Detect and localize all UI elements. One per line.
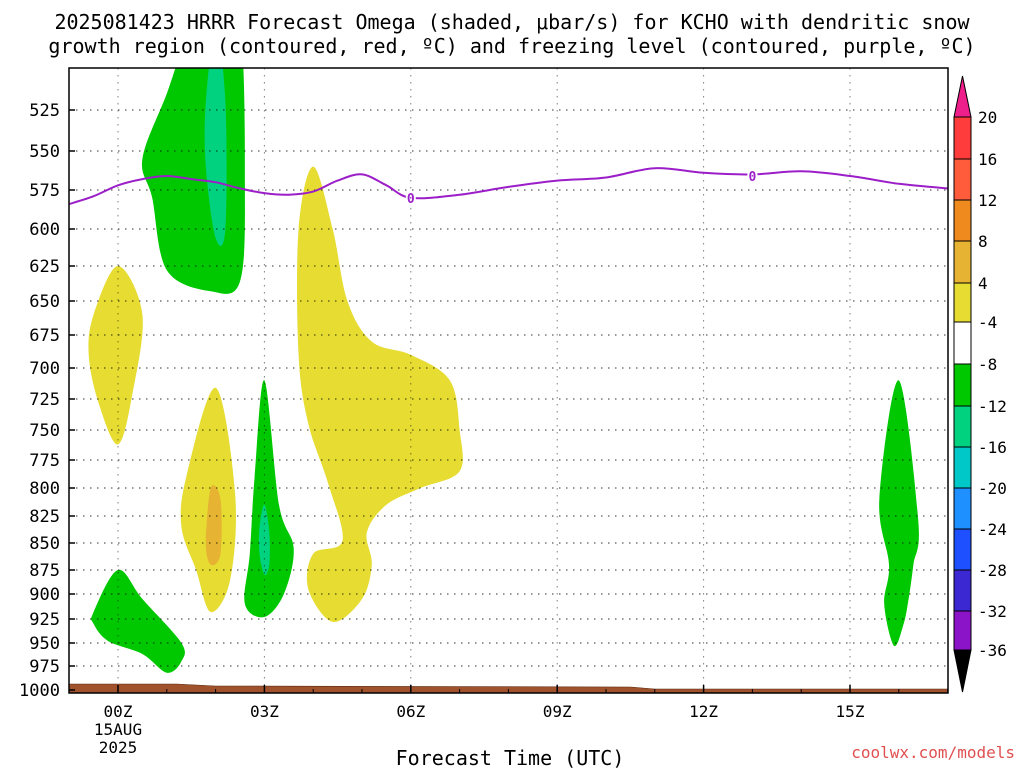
- y-tick-label: 525: [29, 101, 60, 121]
- colorbar-swatch: [953, 158, 972, 201]
- omega-region-2: [205, 485, 222, 566]
- y-tick-label: 875: [29, 561, 60, 581]
- y-tick-label: 575: [29, 181, 60, 201]
- omega-shaded-regions: [88, 68, 919, 673]
- omega-region-0: [88, 266, 143, 445]
- colorbar-swatch: [953, 321, 972, 365]
- y-tick-label: 625: [29, 257, 60, 277]
- colorbar-swatch: [953, 487, 972, 530]
- y-tick-label: 825: [29, 507, 60, 527]
- y-tick-label: 550: [29, 142, 60, 162]
- omega-region-8: [91, 569, 185, 673]
- freezing-label-bg: [747, 168, 758, 183]
- omega-region-4: [141, 68, 245, 294]
- colorbar-label: -28: [978, 561, 1007, 580]
- colorbar-label: 8: [978, 232, 988, 251]
- y-tick-label: 650: [29, 292, 60, 312]
- x-date-label: 15AUG: [94, 720, 142, 739]
- x-year-label: 2025: [99, 738, 138, 757]
- colorbar-swatch: [953, 240, 972, 284]
- colorbar-swatch: [953, 446, 972, 489]
- colorbar-swatch: [953, 528, 972, 571]
- y-tick-label: 975: [29, 657, 60, 677]
- colorbar-top-arrow: [953, 75, 972, 118]
- colorbar-label: 16: [978, 150, 997, 169]
- omega-region-9: [879, 380, 919, 647]
- y-tick-label: 925: [29, 610, 60, 630]
- y-tick-label: 675: [29, 326, 60, 346]
- omega-region-7: [258, 504, 270, 576]
- x-tick-label: 12Z: [689, 702, 718, 721]
- y-tick-label: 850: [29, 534, 60, 554]
- freezing-level-label: 0: [748, 170, 756, 185]
- y-tick-label: 800: [29, 479, 60, 499]
- colorbar-swatch: [953, 569, 972, 612]
- y-tick-label: 725: [29, 390, 60, 410]
- colorbar-swatch: [953, 282, 972, 323]
- x-axis-title: Forecast Time (UTC): [396, 746, 625, 768]
- x-tick-label: 09Z: [543, 702, 572, 721]
- y-tick-label: 1000: [19, 681, 60, 701]
- colorbar-swatch: [953, 363, 972, 407]
- colorbar-swatch: [953, 199, 972, 242]
- colorbar-label: -4: [978, 313, 997, 332]
- freezing-label-bg: [405, 190, 416, 205]
- credit-text: coolwx.com/models: [851, 743, 1015, 762]
- colorbar-label: -32: [978, 602, 1007, 621]
- colorbar-label: 20: [978, 108, 997, 127]
- colorbar: 20 16 12 8 4 -4 -8 -12 -16 -20 -24 -28 -32 -36: [953, 75, 1007, 693]
- x-tick-label: 06Z: [396, 702, 425, 721]
- freezing-level-contour: 00: [69, 167, 948, 207]
- colorbar-swatch: [953, 610, 972, 651]
- omega-region-1: [180, 387, 236, 613]
- omega-region-5: [204, 68, 227, 246]
- colorbar-label: -36: [978, 641, 1007, 660]
- colorbar-swatch: [953, 116, 972, 160]
- colorbar-label: -16: [978, 438, 1007, 457]
- chart-title-line1: 2025081423 HRRR Forecast Omega (shaded, …: [54, 10, 970, 34]
- time-axis: 00Z 03Z 06Z 09Z 12Z 15Z: [68, 685, 949, 721]
- x-tick-label: 15Z: [836, 702, 865, 721]
- y-tick-label: 700: [29, 359, 60, 379]
- y-tick-label: 750: [29, 421, 60, 441]
- chart-title-line2: growth region (contoured, red, ºC) and f…: [48, 34, 975, 58]
- freezing-level-label: 0: [407, 192, 415, 207]
- y-tick-label: 775: [29, 451, 60, 471]
- omega-region-6: [244, 380, 294, 618]
- colorbar-label: -20: [978, 479, 1007, 498]
- colorbar-label: 4: [978, 274, 988, 293]
- x-tick-label: 00Z: [104, 702, 133, 721]
- colorbar-bottom-arrow: [953, 649, 972, 693]
- omega-region-3: [297, 166, 463, 623]
- colorbar-swatch: [953, 405, 972, 448]
- x-tick-label: 03Z: [250, 702, 279, 721]
- colorbar-label: -8: [978, 355, 997, 374]
- y-tick-label: 900: [29, 585, 60, 605]
- y-tick-label: 950: [29, 634, 60, 654]
- colorbar-label: -12: [978, 397, 1007, 416]
- colorbar-label: 12: [978, 191, 997, 210]
- pressure-axis: 525 550 575 600 625 650 675 700 725 750 775 800 825 8…: [19, 101, 75, 701]
- y-tick-label: 600: [29, 220, 60, 240]
- colorbar-label: -24: [978, 520, 1007, 539]
